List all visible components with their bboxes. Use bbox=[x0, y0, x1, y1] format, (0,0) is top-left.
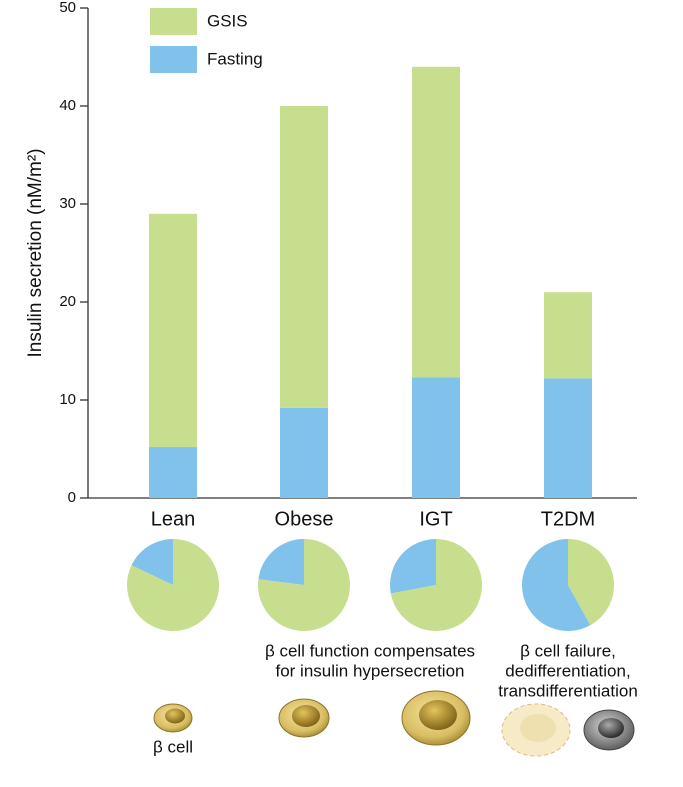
cells bbox=[153, 690, 635, 757]
pie-slice bbox=[131, 539, 173, 585]
x-tick-label: T2DM bbox=[541, 508, 595, 530]
y-tick-label: 30 bbox=[59, 195, 76, 212]
annotation: dedifferentiation, bbox=[505, 661, 630, 680]
annotation: β cell bbox=[153, 737, 193, 756]
bar-segment bbox=[412, 66, 460, 378]
annotation: β cell function compensates bbox=[265, 641, 475, 660]
y-tick-label: 40 bbox=[59, 97, 76, 114]
y-tick-label: 0 bbox=[68, 489, 76, 506]
pie-slice bbox=[568, 539, 614, 626]
legend-label: GSIS bbox=[207, 11, 248, 30]
bar-segment bbox=[412, 377, 460, 498]
pie-slice bbox=[521, 539, 591, 631]
pie-slice bbox=[258, 539, 350, 631]
x-tick-label: Lean bbox=[151, 508, 196, 530]
annotation: for insulin hypersecretion bbox=[276, 661, 465, 680]
legend-label: Fasting bbox=[207, 49, 263, 68]
annotation: β cell failure, bbox=[520, 641, 616, 660]
y-tick-label: 20 bbox=[59, 293, 76, 310]
y-tick-label: 10 bbox=[59, 391, 76, 408]
bar-segment bbox=[544, 292, 592, 379]
bar-segment bbox=[280, 106, 328, 408]
legend-swatch bbox=[150, 8, 197, 35]
pie-slice bbox=[126, 539, 219, 632]
y-tick-label: 50 bbox=[59, 0, 76, 16]
bar-segment bbox=[149, 213, 197, 448]
x-tick-label: IGT bbox=[419, 508, 452, 530]
bar-segment bbox=[149, 447, 197, 498]
bar-segment bbox=[544, 378, 592, 498]
bar-segment bbox=[280, 407, 328, 498]
annotation: transdifferentiation bbox=[498, 681, 638, 700]
pie-slice bbox=[390, 539, 482, 631]
legend-swatch bbox=[150, 46, 197, 73]
pie-slice bbox=[390, 539, 436, 594]
pie-slice bbox=[258, 539, 304, 585]
y-axis-label: Insulin secretion (nM/m²) bbox=[25, 148, 46, 357]
x-tick-label: Obese bbox=[275, 508, 334, 530]
